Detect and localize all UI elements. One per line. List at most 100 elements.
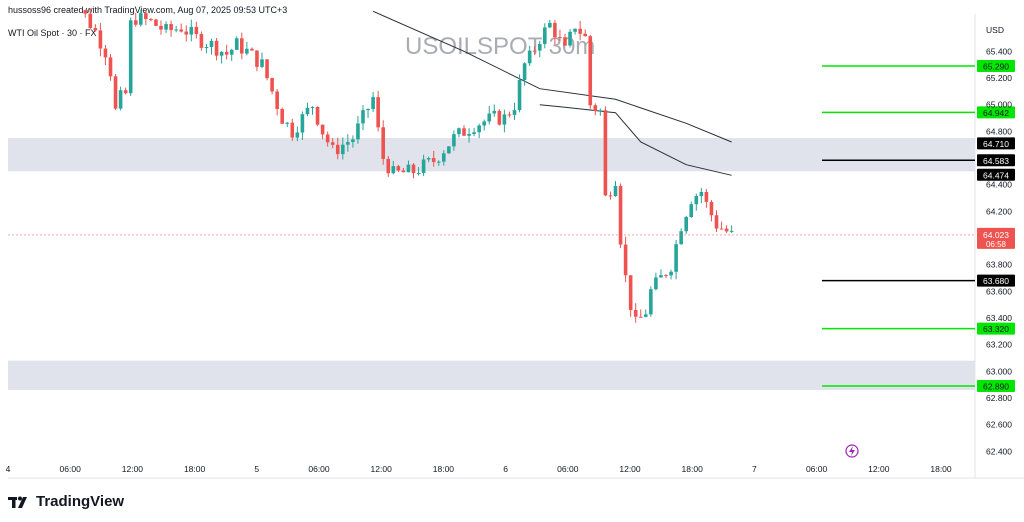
- candle-body: [669, 271, 673, 276]
- candle-body: [154, 19, 158, 26]
- candle-body: [709, 201, 714, 216]
- candle-body: [144, 13, 148, 20]
- candle-body: [704, 191, 709, 202]
- candle-body: [234, 38, 239, 50]
- price-tick-label: 63.400: [986, 313, 1012, 323]
- candle-body: [149, 19, 153, 21]
- candle-body: [684, 217, 688, 232]
- candle-body: [123, 90, 128, 94]
- price-level-label: 62.890: [983, 382, 1009, 392]
- candle-body: [543, 27, 547, 45]
- price-tick-label: 62.600: [986, 420, 1012, 430]
- candle-body: [628, 275, 633, 310]
- candle-body: [578, 28, 582, 34]
- price-level-label: 64.583: [983, 156, 1009, 166]
- candle-body: [275, 91, 279, 109]
- candle-body: [401, 170, 406, 173]
- candles-layer: [83, 8, 734, 323]
- candle-body: [98, 30, 103, 49]
- price-tick-label: 65.000: [986, 100, 1012, 110]
- candle-body: [184, 31, 189, 35]
- price-level-badge: [977, 274, 1015, 287]
- candle-body: [255, 50, 259, 67]
- candle-body: [93, 28, 98, 31]
- price-level-badge: [977, 154, 1015, 167]
- candle-body: [335, 144, 340, 155]
- candle-body: [416, 172, 421, 174]
- price-tick-label: 63.600: [986, 286, 1012, 296]
- candle-body: [689, 204, 694, 218]
- candle-body: [573, 28, 577, 32]
- candle-body: [391, 166, 396, 174]
- price-tick-label: 64.200: [986, 206, 1012, 216]
- price-tick-label: 65.400: [986, 46, 1012, 56]
- candle-body: [381, 127, 385, 159]
- candle-body: [522, 63, 527, 81]
- candle-body: [517, 80, 522, 111]
- candle-body: [598, 110, 603, 112]
- candle-body: [245, 48, 249, 54]
- candle-body: [618, 185, 623, 245]
- axes-layer: 4 06:00 12:00 18:00 5 06:00 12:00 18:00 6 06:00 12…: [6, 25, 1013, 474]
- candle-body: [139, 13, 143, 25]
- candle-body: [674, 244, 678, 272]
- candle-body: [406, 164, 411, 173]
- time-tick-label: 18:00: [930, 464, 952, 474]
- time-tick-label: 12:00: [122, 464, 144, 474]
- time-tick-label: 06:00: [308, 464, 330, 474]
- candle-body: [346, 141, 350, 145]
- moving-average-line: [539, 104, 732, 176]
- time-tick-label: 18:00: [433, 464, 455, 474]
- candle-body: [361, 110, 365, 124]
- candle-body: [487, 113, 492, 122]
- candle-body: [285, 122, 290, 124]
- candle-body: [553, 22, 557, 38]
- candle-body: [568, 31, 572, 46]
- candle-body: [537, 44, 542, 51]
- candle-body: [174, 29, 178, 31]
- candle-body: [548, 22, 552, 28]
- candle-body: [300, 114, 305, 133]
- candle-body: [224, 51, 229, 55]
- candle-body: [694, 196, 699, 205]
- price-level-label: 63.680: [983, 276, 1009, 286]
- price-level-badge: [977, 380, 1015, 392]
- grid-layer: [8, 14, 1024, 479]
- candle-body: [467, 133, 471, 136]
- candle-body: [502, 114, 507, 125]
- candle-body: [179, 29, 183, 32]
- moving-averages-layer: [372, 10, 732, 176]
- candle-body: [699, 191, 704, 197]
- candle-body: [250, 48, 254, 51]
- price-level-label: 64.710: [983, 139, 1009, 149]
- support-resistance-zone: [8, 138, 975, 172]
- candle-body: [83, 10, 88, 14]
- candle-body: [169, 24, 173, 31]
- candle-body: [199, 34, 204, 48]
- last-price-badge: [977, 227, 1015, 249]
- price-level-label: 63.320: [983, 324, 1009, 334]
- candle-body: [664, 275, 668, 277]
- tradingview-brand[interactable]: TradingView: [8, 493, 124, 510]
- price-level-label: 65.290: [983, 62, 1009, 72]
- candle-body: [386, 158, 391, 174]
- candle-body: [421, 159, 426, 173]
- candle-body: [714, 215, 719, 229]
- levels-layer: 65.290 64.942 64.710 64.583 64.474 63.680 63.3…: [8, 60, 1015, 392]
- candle-body: [608, 195, 613, 197]
- time-tick-label: 06:00: [806, 464, 828, 474]
- candle-body: [623, 244, 628, 276]
- price-tick-label: 64.400: [986, 180, 1012, 190]
- candle-body: [558, 37, 562, 39]
- symbol-label[interactable]: WTI Oil Spot · 30 · FX: [8, 28, 97, 38]
- candle-body: [724, 228, 729, 232]
- candle-body: [532, 50, 537, 52]
- candle-body: [356, 123, 360, 140]
- candle-body: [265, 59, 269, 79]
- currency-label: USD: [986, 25, 1004, 35]
- chart-credit: hussoss96 created with TradingView.com, …: [8, 5, 288, 15]
- lightning-icon: [845, 444, 859, 458]
- price-level-badge: [977, 106, 1015, 119]
- candle-body: [118, 90, 123, 109]
